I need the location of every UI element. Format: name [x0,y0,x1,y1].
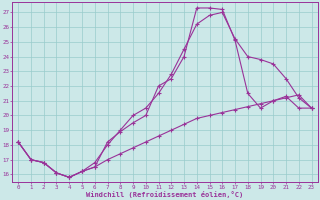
X-axis label: Windchill (Refroidissement éolien,°C): Windchill (Refroidissement éolien,°C) [86,191,244,198]
